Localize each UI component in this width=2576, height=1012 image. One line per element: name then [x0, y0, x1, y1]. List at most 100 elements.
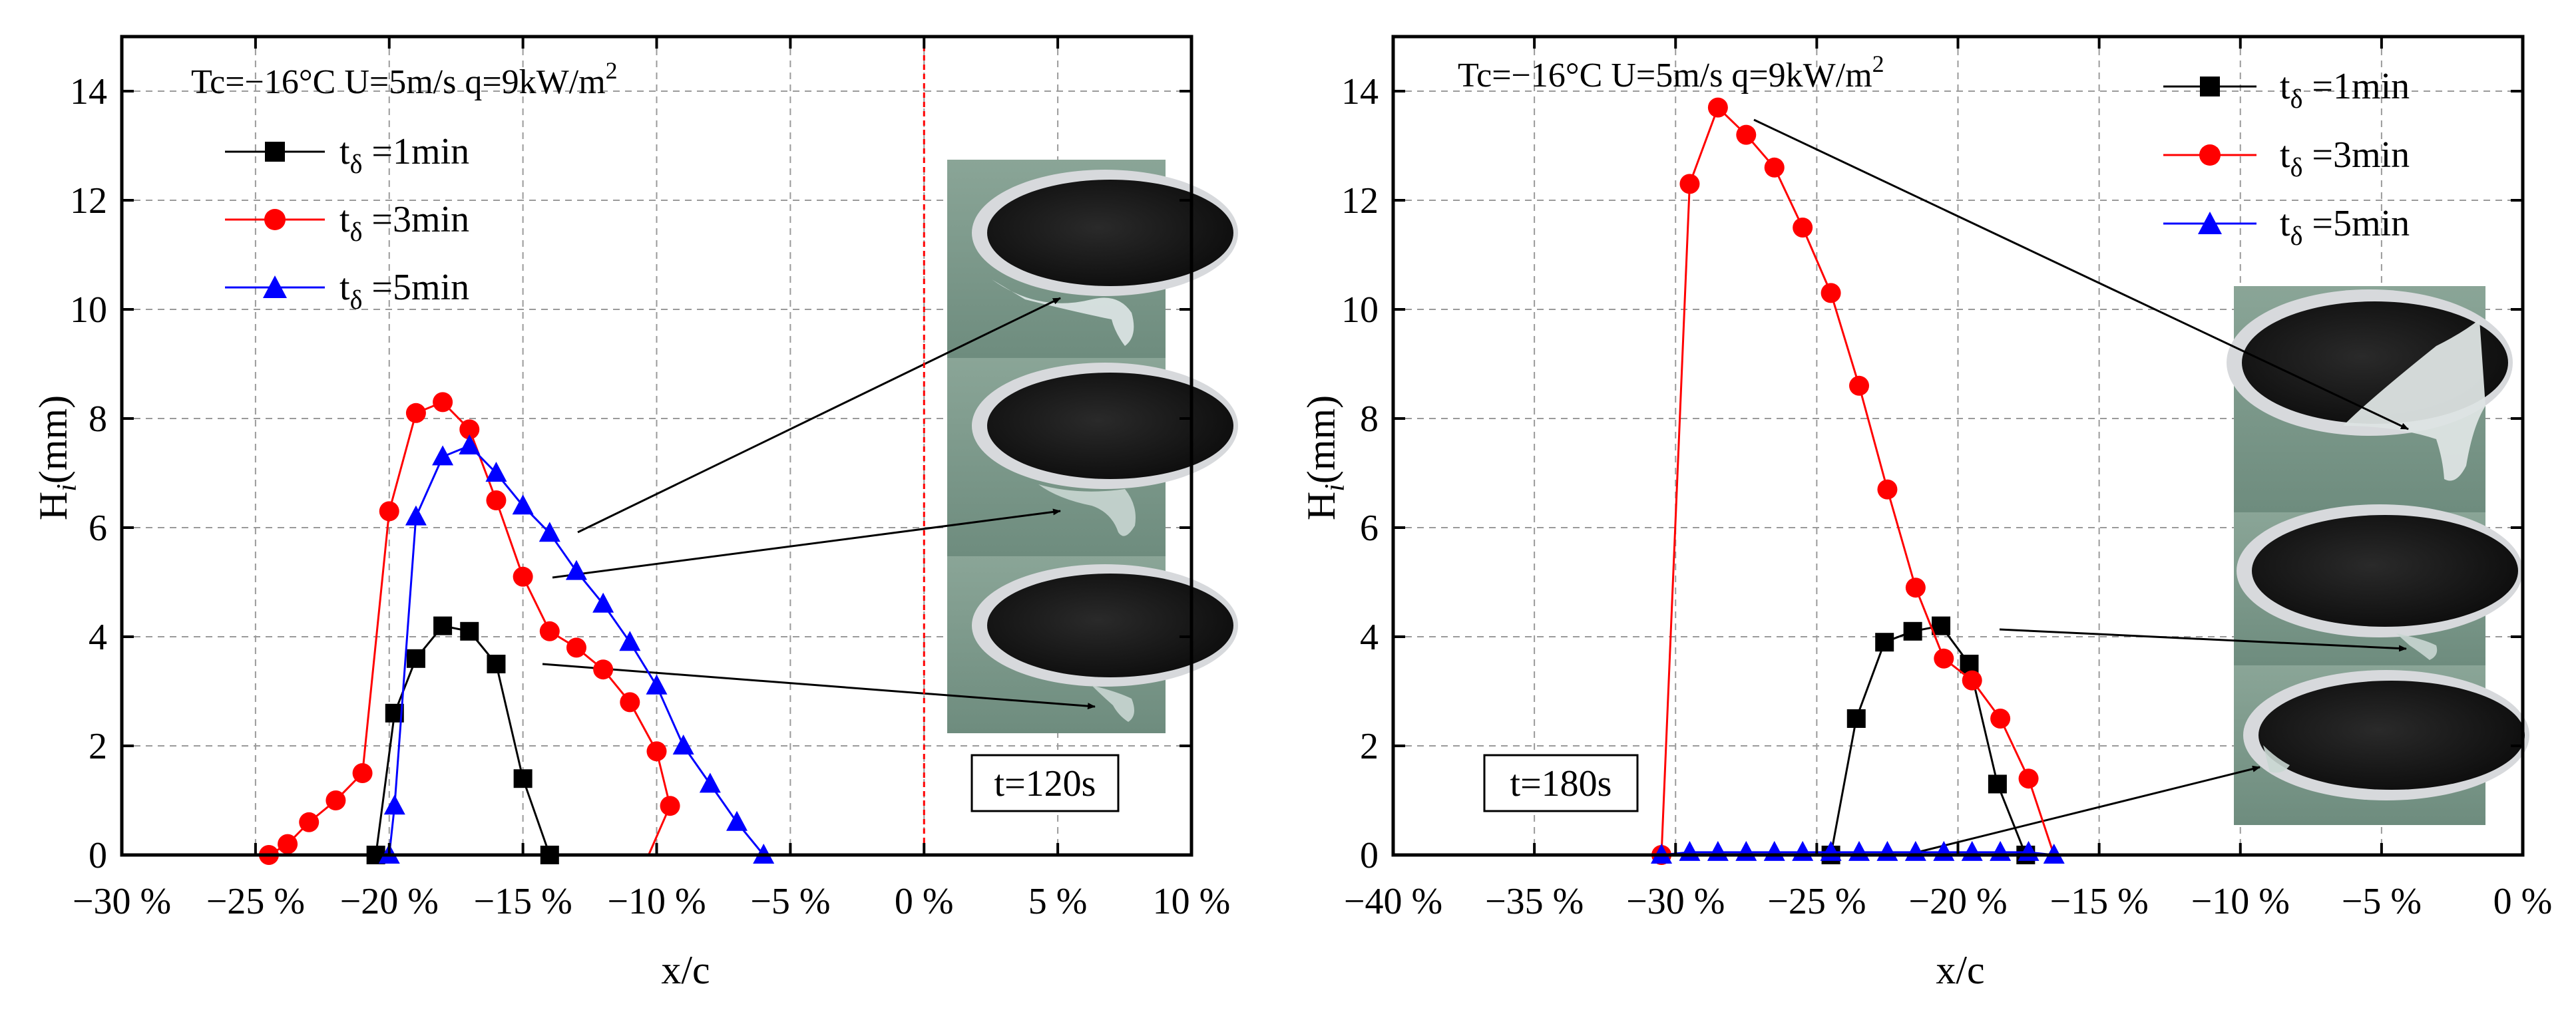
right-x-tick-label: −20 % — [1908, 881, 2007, 922]
left-point-circle — [325, 790, 346, 810]
right-x-tick-label: −10 % — [2191, 881, 2290, 922]
svg-text:t=180s: t=180s — [1510, 763, 1612, 804]
left-point-circle — [459, 419, 480, 440]
left-legend: tδ =1min tδ =3min tδ =5min — [225, 131, 469, 315]
left-point-circle — [646, 741, 667, 762]
left-legend-item-1min: tδ =1min — [225, 131, 469, 179]
left-point-square — [513, 769, 533, 788]
right-photo-bottom — [2234, 665, 2529, 825]
left-photo-top — [947, 160, 1238, 358]
left-point-triangle — [538, 522, 560, 542]
left-point-triangle — [383, 794, 405, 815]
left-point-circle — [379, 501, 399, 522]
right-point-circle — [1849, 375, 1870, 396]
right-point-triangle — [1848, 840, 1870, 861]
left-x-tick-label: −10 % — [607, 881, 706, 922]
svg-text:tδ =3min: tδ =3min — [339, 199, 469, 247]
left-x-tick-label: −15 % — [474, 881, 572, 922]
right-point-circle — [1793, 218, 1813, 238]
left-panel: −30 % −25 % −20 % −15 % −10 % −5 % 0 % 5 % 10 % 0… — [31, 35, 1238, 992]
svg-text:tδ =5min: tδ =5min — [339, 267, 469, 315]
right-point-circle — [1877, 479, 1898, 500]
right-arrow-to-top-photo — [1753, 118, 2409, 430]
right-point-triangle — [1876, 840, 1898, 861]
left-point-triangle — [459, 434, 481, 454]
right-panel: −40 % −35 % −30 % −25 % −20 % −15 % −10 % −5 % 0… — [1299, 35, 2553, 992]
left-point-circle — [278, 834, 298, 854]
right-y-tick-label: 6 — [1360, 508, 1379, 549]
left-point-circle — [539, 621, 560, 641]
right-point-circle — [1934, 648, 1954, 669]
right-x-tick-label: −40 % — [1344, 881, 1442, 922]
svg-text:t=120s: t=120s — [994, 763, 1096, 804]
right-y-axis-label: Hi(mm) — [1299, 395, 1351, 520]
left-x-tick-label: −30 % — [73, 881, 171, 922]
svg-text:tδ =5min: tδ =5min — [2280, 203, 2410, 251]
right-point-square — [1846, 709, 1866, 728]
left-y-tick-label: 8 — [89, 399, 107, 440]
right-arrow-to-bottom-photo — [1916, 765, 2260, 854]
left-point-circle — [299, 812, 320, 832]
right-y-tick-label: 0 — [1360, 835, 1379, 876]
svg-text:tδ =3min: tδ =3min — [2280, 134, 2410, 182]
left-ticks: −30 % −25 % −20 % −15 % −10 % −5 % 0 % 5 % 10 % 0… — [70, 37, 1230, 922]
left-x-tick-label: −20 % — [340, 881, 439, 922]
left-point-triangle — [432, 445, 454, 466]
left-legend-marker-triangle — [263, 275, 287, 298]
right-y-tick-label: 12 — [1341, 180, 1379, 222]
left-x-tick-label: 0 % — [895, 881, 954, 922]
left-time-label: t=120s — [970, 754, 1120, 812]
right-legend: tδ =1min tδ =3min tδ =5min — [2163, 66, 2410, 251]
right-grid — [1393, 37, 2523, 855]
right-point-triangle — [1735, 840, 1757, 861]
right-point-circle — [1736, 124, 1757, 145]
right-arrows — [1753, 118, 2409, 854]
right-point-square — [1932, 616, 1951, 635]
left-point-triangle — [512, 494, 534, 515]
left-point-triangle — [485, 462, 507, 482]
left-y-tick-label: 14 — [70, 71, 107, 112]
left-point-circle — [352, 763, 373, 783]
right-y-tick-label: 10 — [1341, 289, 1379, 331]
right-point-triangle — [1679, 840, 1701, 861]
left-point-triangle — [405, 505, 427, 526]
left-photo-inset — [947, 160, 1238, 733]
left-x-tick-label: −5 % — [750, 881, 830, 922]
right-point-square — [1903, 621, 1922, 641]
right-photo-middle — [2234, 504, 2523, 665]
right-x-tick-label: −5 % — [2342, 881, 2422, 922]
left-point-square — [460, 621, 479, 641]
right-x-tick-label: 0 % — [2493, 881, 2553, 922]
right-series-line-0 — [1830, 624, 2027, 856]
left-point-triangle — [619, 631, 641, 651]
left-point-circle — [660, 796, 680, 816]
right-point-square — [1988, 774, 2007, 794]
left-point-circle — [566, 637, 586, 658]
left-point-triangle — [672, 735, 694, 755]
left-series-line-0 — [375, 624, 551, 856]
right-y-tick-label: 2 — [1360, 726, 1379, 767]
left-point-triangle — [646, 674, 668, 695]
right-conditions-text: Tc=−16°C U=5m/s q=9kW/m2 — [1458, 51, 1884, 94]
left-series-line-2 — [388, 444, 765, 856]
right-legend-item-3min: tδ =3min — [2163, 134, 2410, 182]
right-point-triangle — [1990, 840, 2012, 861]
right-point-circle — [1679, 174, 1700, 194]
left-point-square — [433, 616, 453, 635]
right-point-circle — [1707, 97, 1728, 118]
left-legend-marker-circle — [264, 209, 286, 230]
right-series-layer — [1651, 97, 2065, 865]
left-point-square — [487, 655, 506, 673]
left-series-layer — [258, 392, 775, 865]
left-point-circle — [620, 692, 640, 713]
right-photo-top — [2227, 286, 2513, 512]
left-y-tick-label: 12 — [70, 180, 107, 222]
right-legend-marker-circle — [2199, 144, 2221, 166]
right-point-triangle — [1763, 840, 1785, 861]
right-x-tick-label: −35 % — [1485, 881, 1584, 922]
right-x-tick-label: −25 % — [1767, 881, 1866, 922]
svg-text:tδ =1min: tδ =1min — [339, 131, 469, 179]
right-point-circle — [1764, 157, 1785, 178]
left-arrow-to-bottom-photo — [542, 663, 1096, 710]
